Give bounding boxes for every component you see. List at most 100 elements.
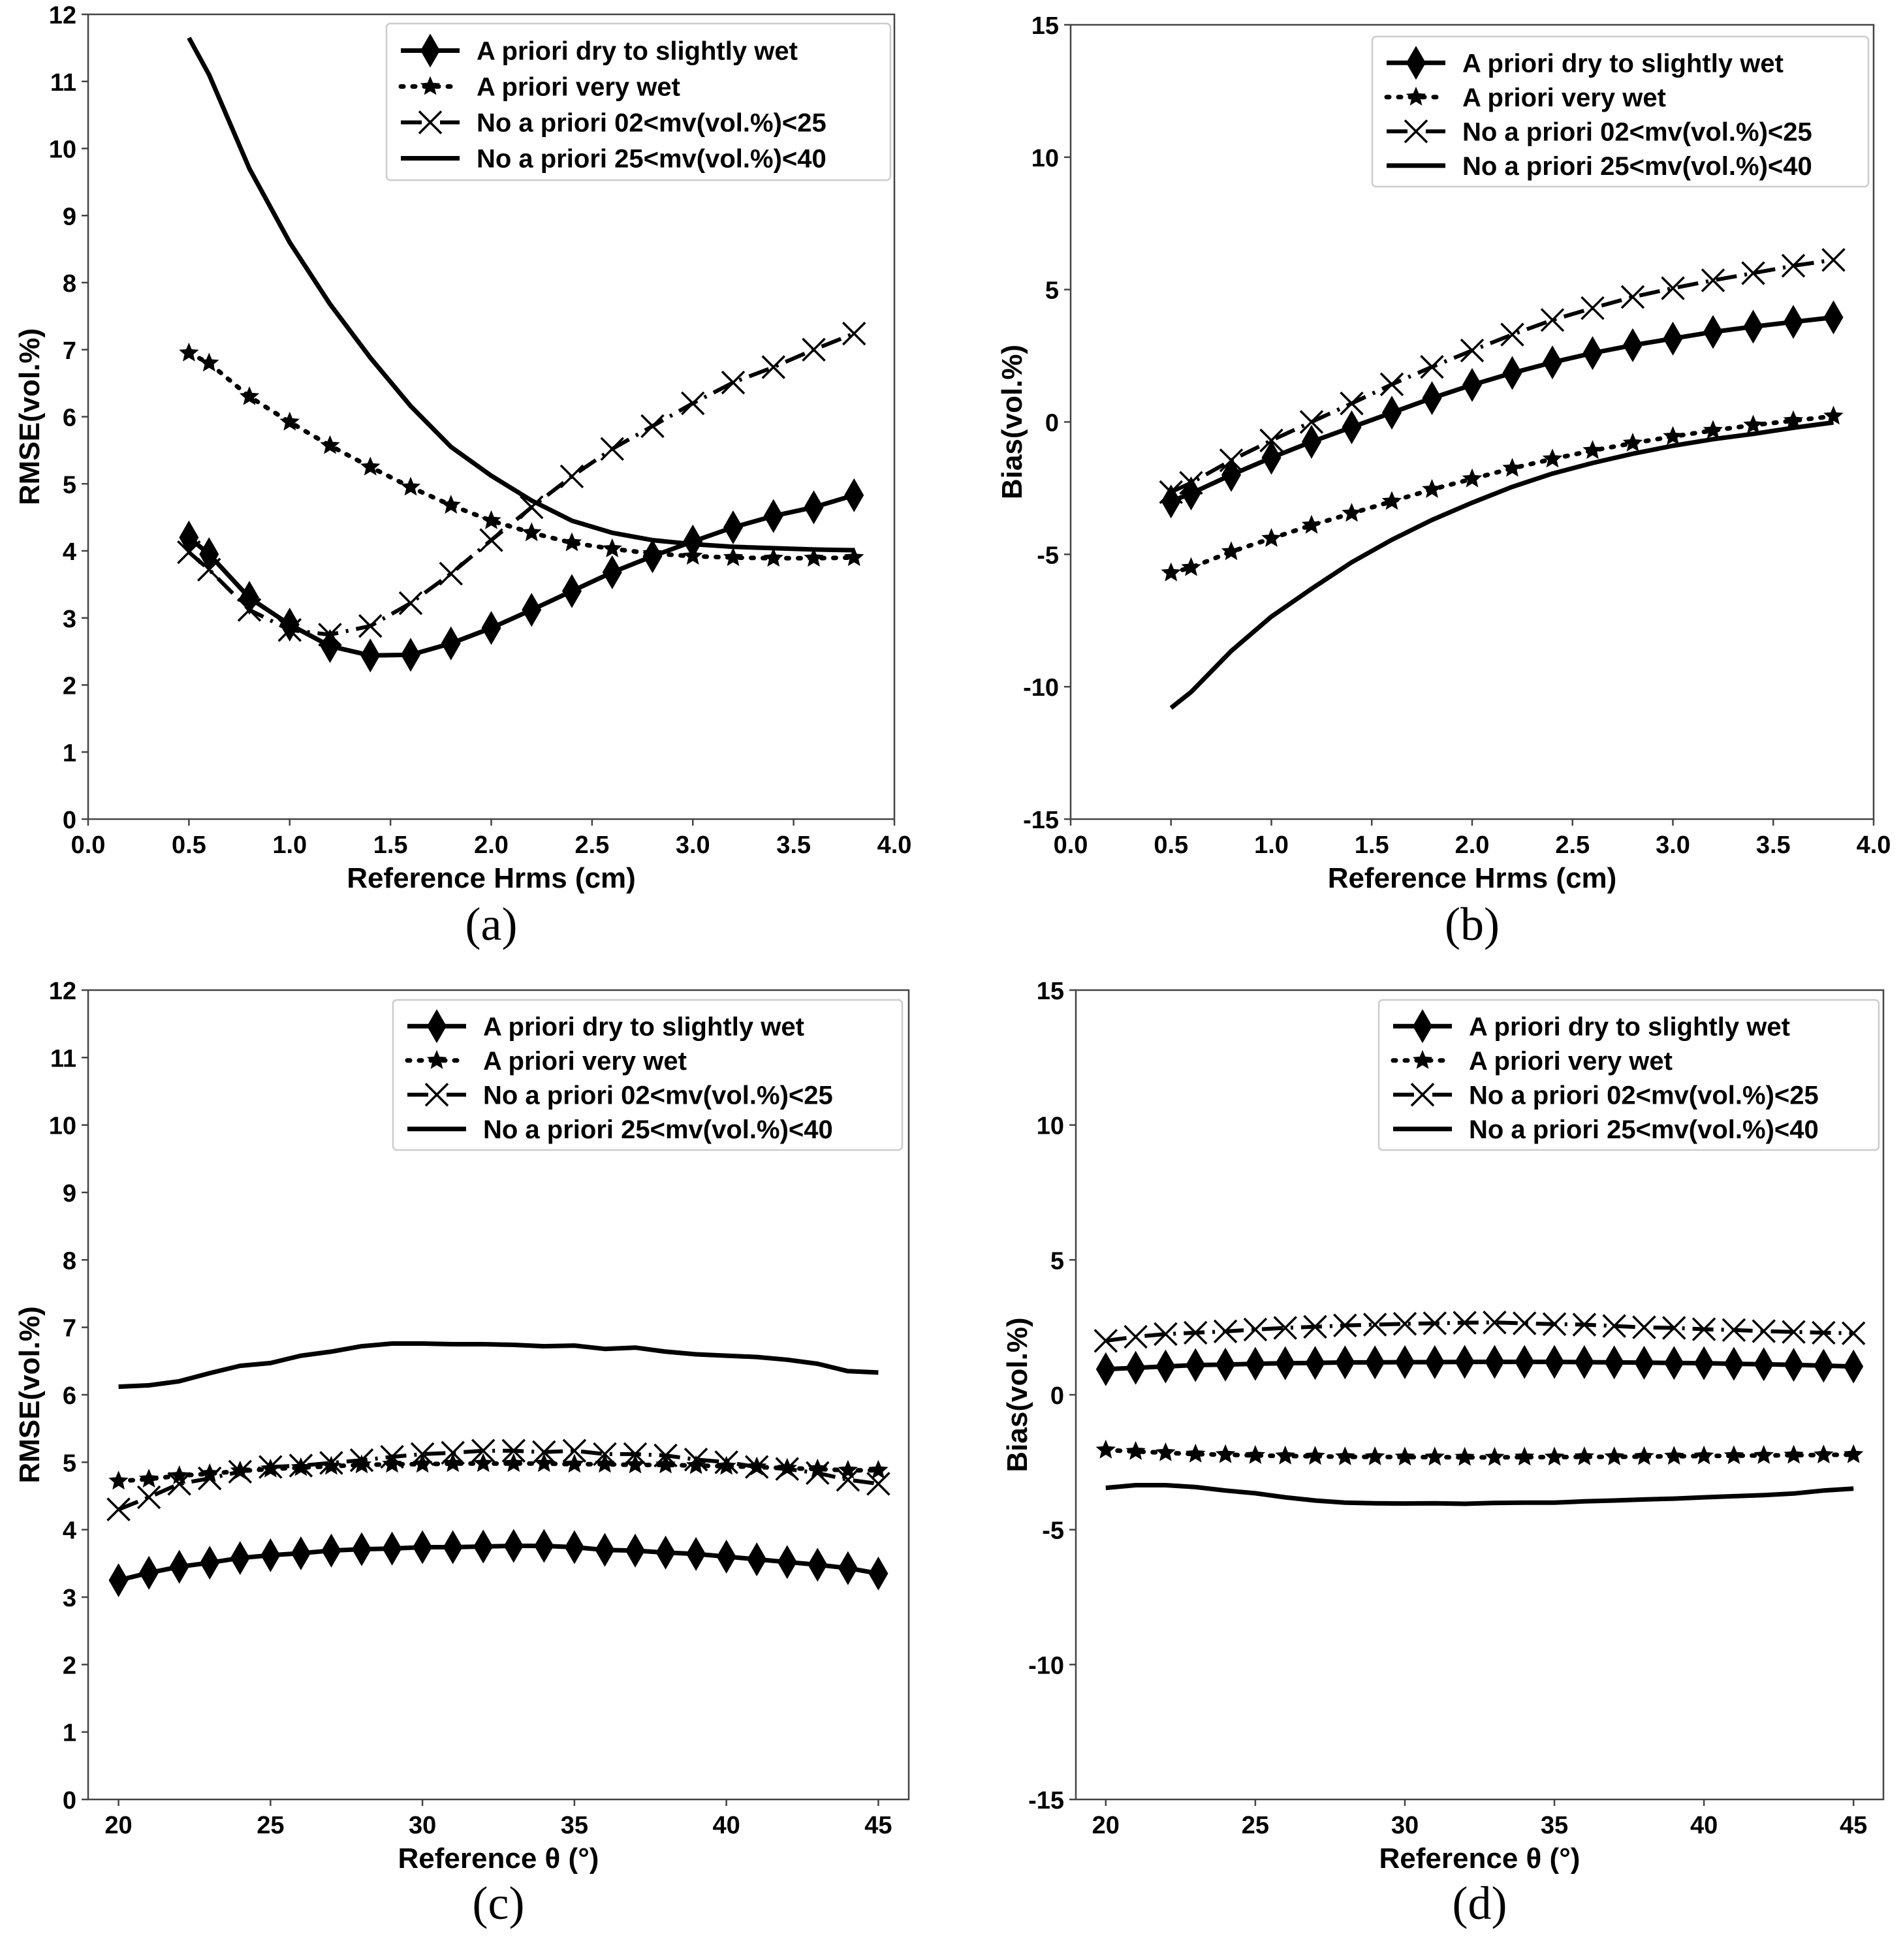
data-point-star	[321, 1455, 341, 1475]
legend: A priori dry to slightly wet A priori ver…	[1377, 999, 1880, 1151]
data-point-diamond	[108, 1563, 129, 1598]
data-point-x	[228, 1459, 253, 1484]
data-point-diamond	[1582, 336, 1603, 371]
data-point-star	[804, 548, 824, 567]
legend-marker-diamond	[427, 1009, 447, 1044]
data-point-star	[279, 411, 300, 431]
data-point-star	[1814, 1444, 1834, 1464]
x-tick-label: 0.0	[71, 832, 106, 859]
data-point-diamond	[481, 611, 501, 646]
data-point-star	[564, 1454, 585, 1473]
y-tick-label: 7	[63, 337, 76, 365]
data-point-x	[1781, 253, 1806, 278]
data-point-x	[1219, 448, 1244, 473]
legend-label-3: No a priori 02<mv(vol.%)<25	[477, 109, 826, 138]
data-point-x	[349, 1448, 374, 1472]
data-point-diamond	[1305, 1346, 1325, 1380]
x-tick-label: 45	[864, 1812, 892, 1839]
data-point-x	[593, 1442, 617, 1467]
data-point-star	[1743, 414, 1763, 434]
data-point-diamond	[230, 1541, 250, 1576]
data-point-diamond	[595, 1532, 615, 1567]
data-point-star	[1422, 478, 1442, 498]
legend-box	[1371, 35, 1870, 188]
x-tick-label: 1.5	[373, 832, 408, 859]
data-point-diamond	[522, 593, 542, 627]
data-point-diamond	[360, 638, 381, 673]
data-point-x	[1423, 1311, 1447, 1335]
data-point-x	[1620, 285, 1645, 309]
data-point-x	[106, 1497, 131, 1521]
y-tick-label: 10	[49, 136, 76, 164]
data-point-diamond	[1743, 309, 1763, 344]
data-point-diamond	[1335, 1345, 1355, 1380]
data-point-diamond	[1723, 1346, 1744, 1381]
data-point-x	[237, 598, 262, 622]
y-tick-label: 9	[63, 203, 76, 230]
panel-label: (d)	[1453, 1877, 1507, 1929]
data-point-diamond	[1156, 1349, 1176, 1384]
x-tick-label: 0.0	[1054, 832, 1088, 859]
x-tick-label: 40	[1690, 1812, 1718, 1839]
data-point-x	[1299, 410, 1324, 434]
legend-box	[392, 999, 904, 1151]
data-point-diamond	[838, 1551, 858, 1585]
data-point-x	[398, 591, 423, 615]
series-line-4	[118, 1341, 879, 1390]
data-point-x	[806, 1461, 830, 1486]
data-point-star	[1186, 1443, 1206, 1463]
x-tick-label: 1.5	[1355, 832, 1389, 859]
legend-marker-star	[1406, 86, 1426, 106]
data-point-star	[503, 1453, 524, 1472]
data-point-x	[600, 437, 624, 461]
legend-label-2: A priori very wet	[477, 73, 680, 102]
y-tick-label: 5	[1045, 277, 1059, 305]
y-tick-label: -15	[1023, 807, 1059, 834]
data-point-star	[1582, 440, 1603, 459]
legend-marker-star	[420, 76, 441, 95]
data-point-x	[439, 561, 463, 586]
x-axis-label: Reference Hrms (cm)	[347, 862, 636, 894]
y-tick-label: -5	[1037, 542, 1059, 569]
legend-label-1: A priori dry to slightly wet	[1462, 49, 1784, 78]
legend-label-1: A priori dry to slightly wet	[1469, 1012, 1790, 1041]
data-point-star	[1622, 433, 1643, 452]
data-point-x	[319, 1451, 343, 1475]
data-point-diamond	[564, 1530, 584, 1564]
y-tick-label: 15	[1037, 978, 1064, 1005]
data-point-x	[684, 1447, 708, 1472]
data-point-x	[197, 1466, 222, 1491]
legend-label-4: No a priori 25<mv(vol.%)<40	[1462, 152, 1812, 181]
x-tick-label: 3.0	[676, 832, 710, 859]
data-point-diamond	[1502, 356, 1522, 390]
data-point-star	[1784, 1444, 1804, 1464]
data-point-star	[1215, 1444, 1236, 1463]
data-point-diamond	[279, 608, 300, 642]
data-point-diamond	[413, 1530, 433, 1564]
panel-label: (b)	[1445, 898, 1500, 950]
data-point-diamond	[1275, 1346, 1295, 1380]
y-tick-label: 0	[1045, 410, 1059, 437]
data-point-diamond	[139, 1555, 159, 1590]
x-tick-label: 1.0	[1254, 832, 1289, 859]
data-point-star	[1693, 1445, 1714, 1465]
y-axis-label: Bias(vol.%)	[1001, 1317, 1033, 1472]
series-line-4	[1169, 420, 1834, 710]
series-line-2	[186, 350, 857, 561]
data-point-x	[318, 623, 342, 647]
y-tick-label: 2	[63, 1652, 76, 1679]
x-tick-label: 3.0	[1656, 832, 1690, 859]
data-point-diamond	[199, 537, 219, 572]
x-tick-label: 45	[1840, 1812, 1867, 1839]
data-point-star	[716, 1455, 736, 1475]
data-point-diamond	[503, 1529, 524, 1563]
legend-box	[1377, 999, 1880, 1151]
data-point-x	[1159, 480, 1183, 505]
data-point-diamond	[401, 638, 420, 672]
data-point-x	[1483, 1310, 1507, 1335]
y-tick-label: 12	[49, 2, 76, 29]
y-tick-label: 5	[1050, 1247, 1064, 1275]
data-point-star	[239, 386, 260, 405]
data-point-diamond	[602, 555, 622, 589]
data-point-diamond	[1543, 345, 1562, 380]
